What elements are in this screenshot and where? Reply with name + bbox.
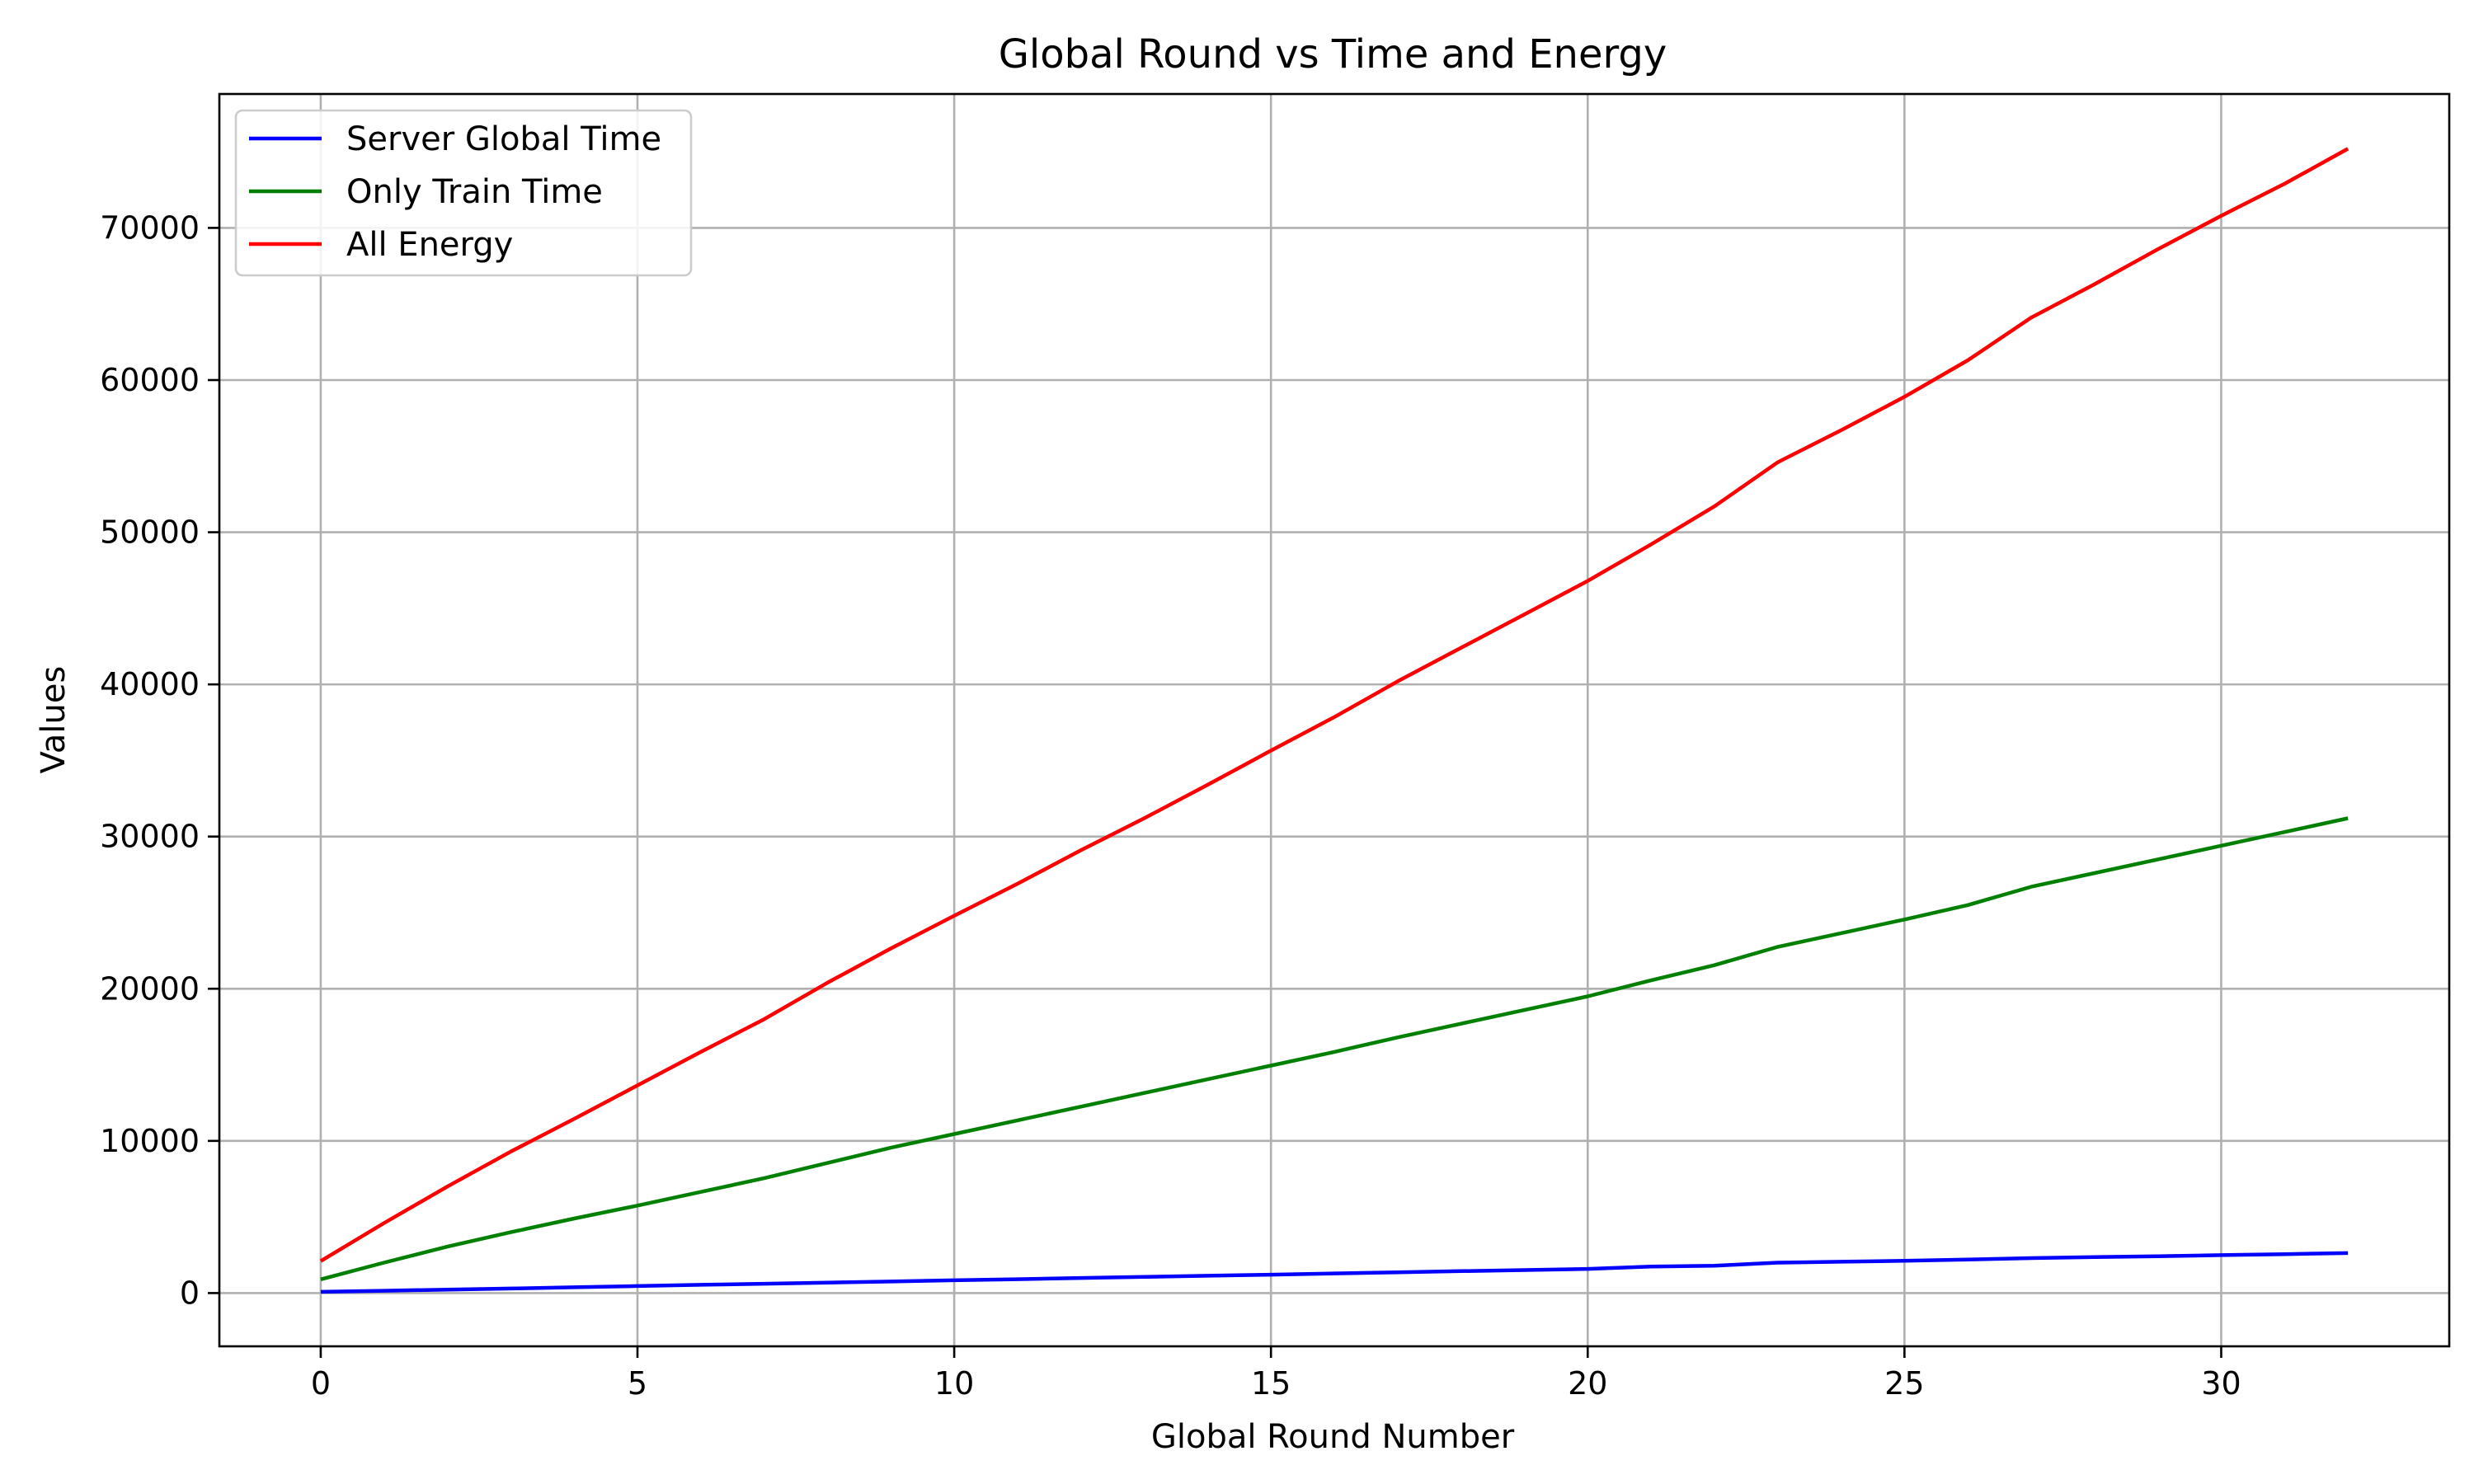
plot-frame	[218, 92, 2451, 1348]
y-tick-label: 60000	[100, 362, 200, 398]
x-axis-label: Global Round Number	[1151, 1418, 1515, 1456]
y-tick-label: 40000	[100, 666, 200, 702]
legend-label-all-energy: All Energy	[346, 226, 513, 264]
y-tick-label: 30000	[100, 819, 200, 855]
legend-label-server-global-time: Server Global Time	[346, 120, 661, 158]
x-tick-label: 15	[1251, 1365, 1291, 1402]
y-axis-label: Values	[35, 666, 73, 774]
x-axis-ticks: 0 5 10 15 20 25 30	[311, 1346, 2241, 1402]
grid	[219, 94, 2449, 1346]
series-line-all-energy	[319, 147, 2349, 1263]
series-lines	[319, 147, 2349, 1294]
y-tick-label: 20000	[100, 970, 200, 1007]
y-tick-label: 50000	[100, 514, 200, 551]
chart-title: Global Round vs Time and Energy	[999, 31, 1667, 77]
x-tick-label: 30	[2201, 1365, 2241, 1402]
legend-box	[234, 109, 693, 277]
x-tick-label: 10	[934, 1365, 974, 1402]
x-tick-label: 0	[311, 1365, 331, 1402]
x-tick-label: 20	[1568, 1365, 1607, 1402]
y-tick-label: 0	[180, 1275, 200, 1311]
x-tick-label: 5	[628, 1365, 647, 1402]
y-tick-label: 70000	[100, 209, 200, 246]
y-tick-label: 10000	[100, 1123, 200, 1159]
legend-label-only-train-time: Only Train Time	[346, 173, 603, 211]
y-axis-ticks: 0 10000 20000 30000 40000 50000 60000 70000	[100, 209, 219, 1311]
x-tick-label: 25	[1884, 1365, 1924, 1402]
series-line-only-train-time	[320, 816, 2349, 1281]
series-line-server-global-time	[320, 1251, 2349, 1294]
legend: Server Global Time Only Train Time All Ene…	[234, 109, 693, 277]
